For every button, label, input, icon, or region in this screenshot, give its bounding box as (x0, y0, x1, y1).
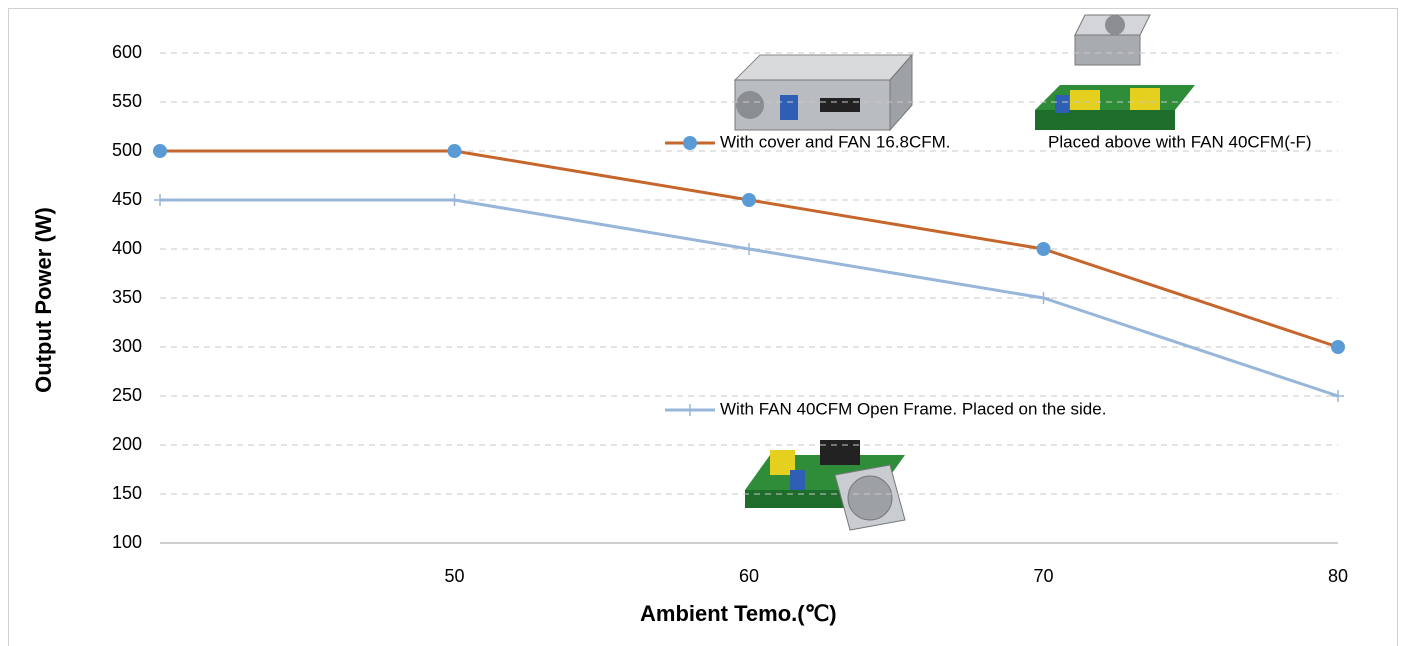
x-axis-title: Ambient Temo.(℃) (640, 601, 837, 626)
marker (1036, 242, 1051, 256)
marker (153, 144, 167, 158)
y-tick-label: 550 (112, 91, 142, 111)
y-tick-label: 600 (112, 42, 142, 62)
marker (742, 193, 756, 207)
marker (447, 144, 462, 158)
product-image-covered (733, 53, 914, 132)
marker (1037, 292, 1050, 304)
legend-label: With FAN 40CFM Open Frame. Placed on the… (720, 399, 1106, 418)
y-tick-label: 350 (112, 287, 142, 307)
marker (1332, 390, 1344, 402)
marker (448, 194, 461, 206)
y-tick-label: 200 (112, 434, 142, 454)
y-tick-label: 500 (112, 140, 142, 160)
y-tick-label: 400 (112, 238, 142, 258)
grid (160, 52, 1338, 495)
y-tick-label: 100 (112, 532, 142, 552)
x-tick-label: 80 (1328, 566, 1348, 586)
marker (1331, 340, 1345, 354)
marker (154, 194, 166, 206)
legend-marker (684, 404, 696, 416)
annotation: Placed above with FAN 40CFM(-F) (1048, 132, 1312, 151)
y-tick-label: 250 (112, 385, 142, 405)
marker (743, 243, 755, 255)
chart-border (8, 8, 1398, 646)
y-tick-label: 450 (112, 189, 142, 209)
x-tick-label: 70 (1033, 566, 1053, 586)
x-tick-label: 50 (444, 566, 464, 586)
legend-label: With cover and FAN 16.8CFM. (720, 132, 951, 151)
y-tick-label: 150 (112, 483, 142, 503)
legend-marker (683, 136, 697, 150)
product-image-fan-above (1035, 14, 1195, 130)
y-tick-label: 300 (112, 336, 142, 356)
x-tick-label: 60 (739, 566, 759, 586)
y-axis-title: Output Power (W) (31, 207, 56, 393)
